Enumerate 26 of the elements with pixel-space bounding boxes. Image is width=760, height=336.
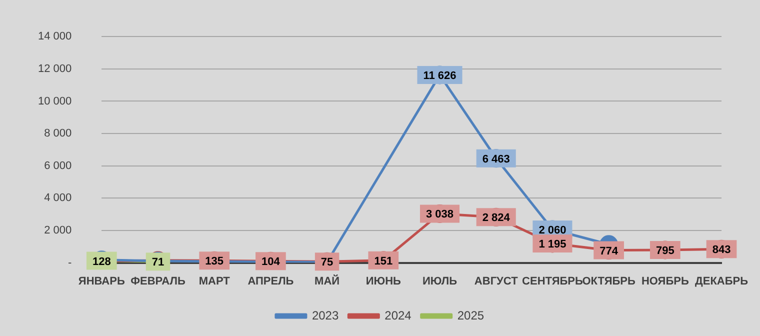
x-tick-label: МАЙ bbox=[314, 274, 340, 288]
x-tick-label: НОЯБРЬ bbox=[641, 275, 689, 288]
data-label: 75 bbox=[320, 256, 334, 269]
y-tick-label: 4 000 bbox=[44, 192, 72, 204]
x-tick-label: АВГУСТ bbox=[474, 275, 518, 288]
x-tick-label: ФЕВРАЛЬ bbox=[130, 275, 186, 288]
legend-label: 2023 bbox=[312, 308, 339, 322]
x-tick-label: ИЮЛЬ bbox=[422, 275, 458, 288]
y-tick-label: - bbox=[68, 256, 72, 269]
x-tick-label: ИЮНЬ bbox=[366, 275, 402, 288]
y-tick-label: 14 000 bbox=[38, 30, 72, 43]
x-tick-label: МАРТ bbox=[198, 275, 230, 288]
data-label: 71 bbox=[152, 256, 164, 269]
x-tick-label: АПРЕЛЬ bbox=[248, 275, 294, 288]
legend-label: 2024 bbox=[384, 308, 412, 322]
x-tick-label: ЯНВАРЬ bbox=[78, 275, 125, 288]
y-tick-label: 8 000 bbox=[44, 128, 72, 140]
data-label: 11 626 bbox=[423, 70, 456, 82]
x-tick-label: ДЕКАБРЬ bbox=[695, 275, 748, 288]
y-tick-label: 2 000 bbox=[44, 224, 72, 237]
legend-label: 2025 bbox=[457, 308, 484, 322]
y-tick-label: 6 000 bbox=[44, 160, 72, 172]
x-tick-label: ОКТЯБРЬ bbox=[582, 275, 636, 288]
y-tick-label: 12 000 bbox=[38, 62, 72, 75]
y-tick-label: 10 000 bbox=[38, 95, 72, 108]
x-tick-label: СЕНТЯБРЬ bbox=[522, 275, 583, 288]
